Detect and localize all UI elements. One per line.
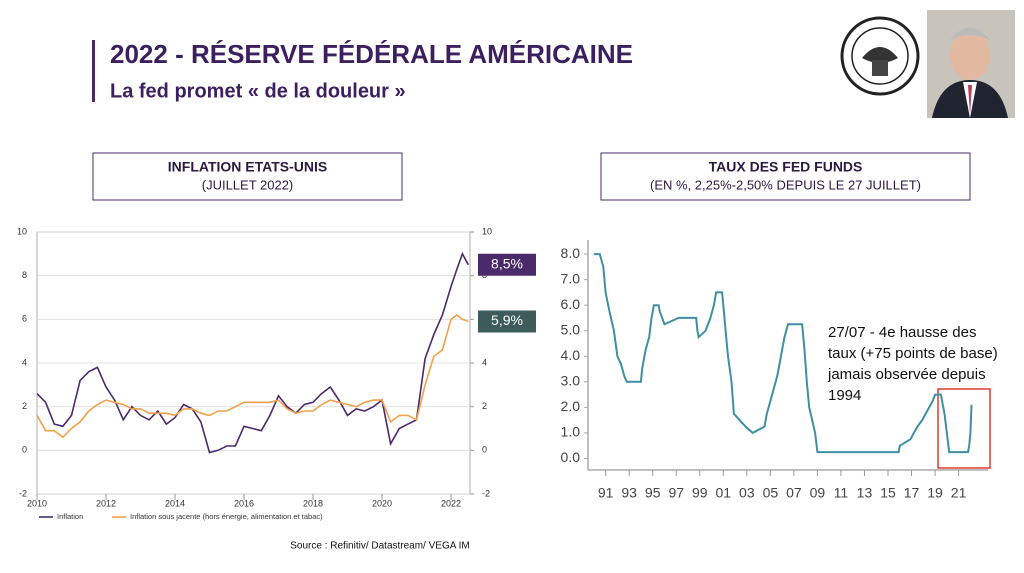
y-tick-label: 3.0 (561, 373, 581, 389)
y2-tick-label: 2 (482, 401, 487, 411)
legend-label: Inflation sous jacente (hors énergie, al… (130, 512, 323, 521)
fed-seal (840, 16, 920, 96)
slide-subtitle: La fed promet « de la douleur » (110, 80, 406, 102)
x-tick-label: 11 (834, 485, 849, 501)
x-tick-label: 2018 (303, 498, 323, 508)
y-tick-label: 0.0 (561, 449, 581, 465)
x-tick-label: 19 (927, 485, 943, 501)
y-tick-label: 7.0 (561, 270, 581, 286)
x-tick-label: 03 (739, 485, 755, 501)
y-tick-label: -2 (19, 488, 27, 498)
x-tick-label: 2010 (27, 498, 47, 508)
x-tick-label: 17 (904, 485, 920, 501)
x-tick-label: 15 (880, 485, 896, 501)
chart-title: INFLATION ETATS-UNIS (168, 159, 327, 175)
x-tick-label: 09 (810, 485, 826, 501)
x-tick-label: 99 (692, 485, 708, 501)
y-tick-label: 6.0 (561, 296, 581, 312)
end-label: 8,5% (491, 255, 523, 271)
y2-tick-label: 10 (482, 226, 492, 236)
y-tick-label: 2 (22, 401, 27, 411)
portrait (927, 10, 1015, 118)
y-tick-label: 4 (22, 357, 27, 367)
y-tick-label: 8 (22, 270, 27, 280)
y-tick-label: 4.0 (561, 347, 581, 363)
y2-tick-label: -2 (482, 488, 490, 498)
highlight-box (937, 388, 991, 469)
legend-label: Inflation (57, 512, 83, 521)
series-line (36, 251, 470, 454)
x-tick-label: 21 (951, 485, 967, 501)
x-tick-label: 13 (857, 485, 873, 501)
x-tick-label: 97 (668, 485, 684, 501)
series-line (36, 313, 469, 439)
x-tick-label: 2016 (234, 498, 254, 508)
end-label-box (478, 310, 536, 333)
x-tick-label: 2014 (165, 498, 185, 508)
y2-tick-label: 4 (482, 357, 487, 367)
title-bar (92, 40, 95, 102)
x-tick-label: 2012 (96, 498, 116, 508)
x-tick-label: 01 (716, 485, 732, 501)
y-tick-label: 2.0 (561, 398, 581, 414)
y-tick-label: 6 (22, 314, 27, 324)
x-tick-label: 2022 (441, 498, 461, 508)
end-label: 5,9% (491, 312, 523, 328)
chart-subtitle: (EN %, 2,25%-2,50% DEPUIS LE 27 JUILLET) (650, 177, 921, 192)
end-label-box (478, 253, 536, 276)
chart-title: TAUX DES FED FUNDS (709, 159, 863, 175)
series-line (593, 253, 973, 454)
y-tick-label: 5.0 (561, 321, 581, 337)
chart-subtitle: (JUILLET 2022) (202, 177, 294, 192)
x-tick-label: 2020 (372, 498, 392, 508)
x-tick-label: 93 (621, 485, 637, 501)
annotation: 27/07 - 4e hausse des taux (+75 points d… (828, 324, 998, 404)
x-tick-label: 07 (786, 485, 802, 501)
x-tick-label: 95 (645, 485, 661, 501)
y-tick-label: 1.0 (561, 424, 581, 440)
x-tick-label: 05 (763, 485, 779, 501)
chart-title-box (92, 152, 403, 201)
y2-tick-label: 0 (482, 445, 487, 455)
y-tick-label: 10 (17, 226, 27, 236)
chart-title-box (600, 152, 971, 201)
y-tick-label: 8.0 (561, 245, 581, 261)
slide-title: 2022 - RÉSERVE FÉDÉRALE AMÉRICAINE (110, 39, 633, 69)
source: Source : Refinitiv/ Datastream/ VEGA IM (290, 541, 470, 552)
y-tick-label: 0 (22, 445, 27, 455)
x-tick-label: 91 (598, 485, 614, 501)
